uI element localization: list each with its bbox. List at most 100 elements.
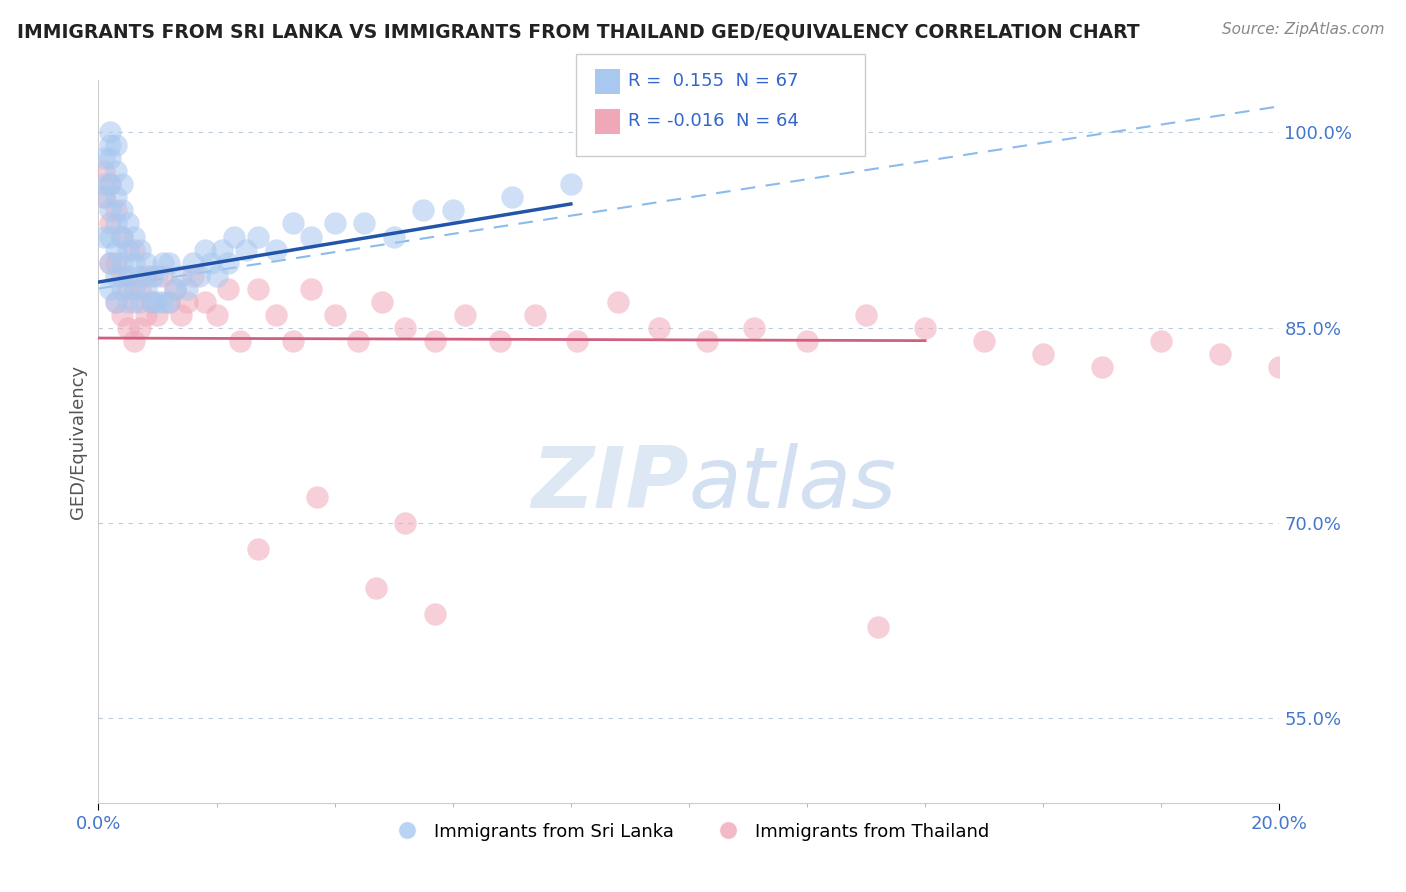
Point — [1032, 346, 1054, 360]
Point — [128, 294, 150, 309]
Point — [423, 334, 446, 348]
Point — [205, 308, 228, 322]
Point — [181, 268, 204, 283]
Point — [117, 243, 139, 257]
Point — [128, 320, 150, 334]
Point — [224, 229, 246, 244]
Point — [524, 308, 547, 322]
Point — [323, 217, 346, 231]
Point — [165, 282, 187, 296]
Legend: Immigrants from Sri Lanka, Immigrants from Thailand: Immigrants from Sri Lanka, Immigrants fr… — [381, 815, 997, 848]
Point — [796, 334, 818, 348]
Point — [217, 282, 239, 296]
Text: Source: ZipAtlas.com: Source: ZipAtlas.com — [1222, 22, 1385, 37]
Point — [607, 294, 630, 309]
Point — [111, 203, 134, 218]
Point — [117, 217, 139, 231]
Point — [117, 268, 139, 283]
Text: ZIP: ZIP — [531, 443, 689, 526]
Point — [323, 308, 346, 322]
Point — [152, 255, 174, 269]
Point — [264, 308, 287, 322]
Point — [111, 229, 134, 244]
Point — [1209, 346, 1232, 360]
Point — [423, 607, 446, 621]
Point — [117, 294, 139, 309]
Point — [165, 282, 187, 296]
Point — [98, 152, 121, 166]
Point — [98, 203, 121, 218]
Point — [152, 268, 174, 283]
Point — [353, 217, 375, 231]
Point — [648, 320, 671, 334]
Point — [246, 282, 269, 296]
Point — [441, 203, 464, 218]
Point — [111, 268, 134, 283]
Point — [105, 164, 128, 178]
Point — [146, 268, 169, 283]
Point — [170, 308, 193, 322]
Point — [246, 229, 269, 244]
Point — [1150, 334, 1173, 348]
Point — [135, 255, 157, 269]
Point — [98, 178, 121, 192]
Point — [117, 320, 139, 334]
Point — [141, 294, 163, 309]
Point — [157, 255, 180, 269]
Point — [111, 308, 134, 322]
Point — [211, 243, 233, 257]
Point — [264, 243, 287, 257]
Point — [128, 243, 150, 257]
Point — [122, 229, 145, 244]
Point — [141, 294, 163, 309]
Point — [122, 282, 145, 296]
Point — [501, 190, 523, 204]
Point — [973, 334, 995, 348]
Point — [283, 217, 305, 231]
Point — [111, 229, 134, 244]
Point — [135, 268, 157, 283]
Point — [98, 125, 121, 139]
Point — [93, 190, 115, 204]
Point — [205, 268, 228, 283]
Point — [105, 217, 128, 231]
Point — [93, 190, 115, 204]
Point — [122, 294, 145, 309]
Point — [217, 255, 239, 269]
Point — [135, 282, 157, 296]
Point — [453, 308, 475, 322]
Point — [128, 268, 150, 283]
Point — [98, 138, 121, 153]
Point — [347, 334, 370, 348]
Point — [122, 243, 145, 257]
Point — [371, 294, 394, 309]
Point — [111, 282, 134, 296]
Point — [299, 229, 322, 244]
Point — [105, 190, 128, 204]
Point — [866, 620, 889, 634]
Point — [146, 308, 169, 322]
Point — [560, 178, 582, 192]
Point — [200, 255, 222, 269]
Point — [105, 294, 128, 309]
Point — [93, 178, 115, 192]
Point — [146, 294, 169, 309]
Point — [157, 294, 180, 309]
Point — [299, 282, 322, 296]
Point — [855, 308, 877, 322]
Point — [111, 178, 134, 192]
Point — [364, 581, 387, 595]
Point — [135, 308, 157, 322]
Point — [742, 320, 765, 334]
Point — [152, 294, 174, 309]
Point — [246, 541, 269, 556]
Point — [98, 217, 121, 231]
Point — [283, 334, 305, 348]
Point — [382, 229, 405, 244]
Point — [98, 282, 121, 296]
Point — [394, 516, 416, 530]
Text: IMMIGRANTS FROM SRI LANKA VS IMMIGRANTS FROM THAILAND GED/EQUIVALENCY CORRELATIO: IMMIGRANTS FROM SRI LANKA VS IMMIGRANTS … — [17, 22, 1139, 41]
Point — [93, 152, 115, 166]
Point — [305, 490, 328, 504]
Point — [157, 294, 180, 309]
